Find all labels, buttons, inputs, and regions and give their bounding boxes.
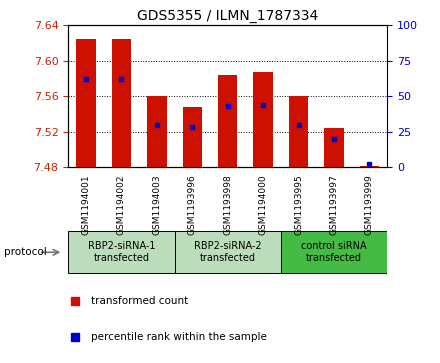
- Bar: [183, 107, 202, 167]
- Bar: [253, 72, 273, 167]
- Text: percentile rank within the sample: percentile rank within the sample: [91, 331, 266, 342]
- Text: GSM1194002: GSM1194002: [117, 174, 126, 235]
- Bar: [68, 231, 175, 273]
- Text: RBP2-siRNA-2
transfected: RBP2-siRNA-2 transfected: [194, 241, 261, 263]
- Text: transformed count: transformed count: [91, 295, 188, 306]
- Bar: [76, 39, 95, 167]
- Text: GSM1194000: GSM1194000: [259, 174, 268, 235]
- Bar: [175, 231, 281, 273]
- Bar: [112, 39, 131, 167]
- Text: GSM1193999: GSM1193999: [365, 174, 374, 235]
- Text: GSM1194003: GSM1194003: [152, 174, 161, 235]
- Bar: [281, 231, 387, 273]
- Bar: [218, 75, 238, 167]
- Text: GSM1193998: GSM1193998: [223, 174, 232, 235]
- Text: GSM1193996: GSM1193996: [188, 174, 197, 235]
- Text: protocol: protocol: [4, 247, 47, 257]
- Text: RBP2-siRNA-1
transfected: RBP2-siRNA-1 transfected: [88, 241, 155, 263]
- Bar: [289, 96, 308, 167]
- Text: GSM1193997: GSM1193997: [330, 174, 338, 235]
- Bar: [360, 166, 379, 167]
- Bar: [324, 128, 344, 167]
- Text: control siRNA
transfected: control siRNA transfected: [301, 241, 367, 263]
- Text: GSM1193995: GSM1193995: [294, 174, 303, 235]
- Bar: [147, 96, 167, 167]
- Title: GDS5355 / ILMN_1787334: GDS5355 / ILMN_1787334: [137, 9, 318, 23]
- Text: GSM1194001: GSM1194001: [81, 174, 91, 235]
